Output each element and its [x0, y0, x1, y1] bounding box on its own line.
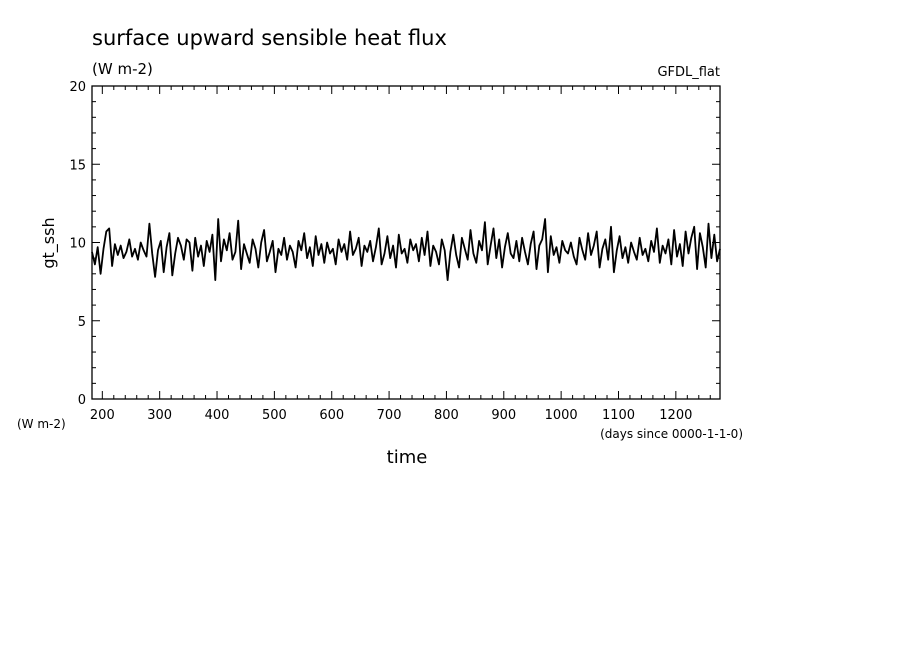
- x-tick-label: 1100: [602, 408, 635, 423]
- series-line: [91, 218, 721, 281]
- x-axis-unit: (days since 0000-1-1-0): [600, 427, 743, 441]
- x-tick-label: 400: [205, 408, 230, 423]
- y-tick-label: 20: [69, 80, 86, 95]
- x-tick-label: 800: [434, 408, 459, 423]
- y-tick-label: 0: [78, 393, 86, 408]
- x-axis-label: time: [387, 447, 428, 468]
- source-label: GFDL_flat: [657, 65, 720, 80]
- x-tick-label: 700: [377, 408, 402, 423]
- chart-subtitle: (W m-2): [92, 60, 153, 78]
- x-tick-label: 600: [319, 408, 344, 423]
- y-tick-label: 5: [78, 315, 86, 330]
- x-tick-label: 900: [491, 408, 516, 423]
- y-tick-label: 10: [69, 237, 86, 252]
- axis-ticks: [92, 85, 720, 400]
- x-tick-label: 200: [90, 408, 115, 423]
- x-tick-label: 1000: [545, 408, 578, 423]
- x-tick-label: 500: [262, 408, 287, 423]
- y-axis-label: gt_ssh: [39, 217, 59, 268]
- y-tick-labels: 0 5 10 15 20: [69, 80, 86, 408]
- x-tick-label: 300: [147, 408, 172, 423]
- y-axis-unit: (W m-2): [17, 417, 66, 431]
- x-tick-label: 1200: [659, 408, 692, 423]
- x-tick-labels: 200 300 400 500 600 700 800 900 1000 1100 1200: [90, 408, 692, 423]
- chart-title: surface upward sensible heat flux: [92, 26, 447, 50]
- y-tick-label: 15: [69, 158, 86, 173]
